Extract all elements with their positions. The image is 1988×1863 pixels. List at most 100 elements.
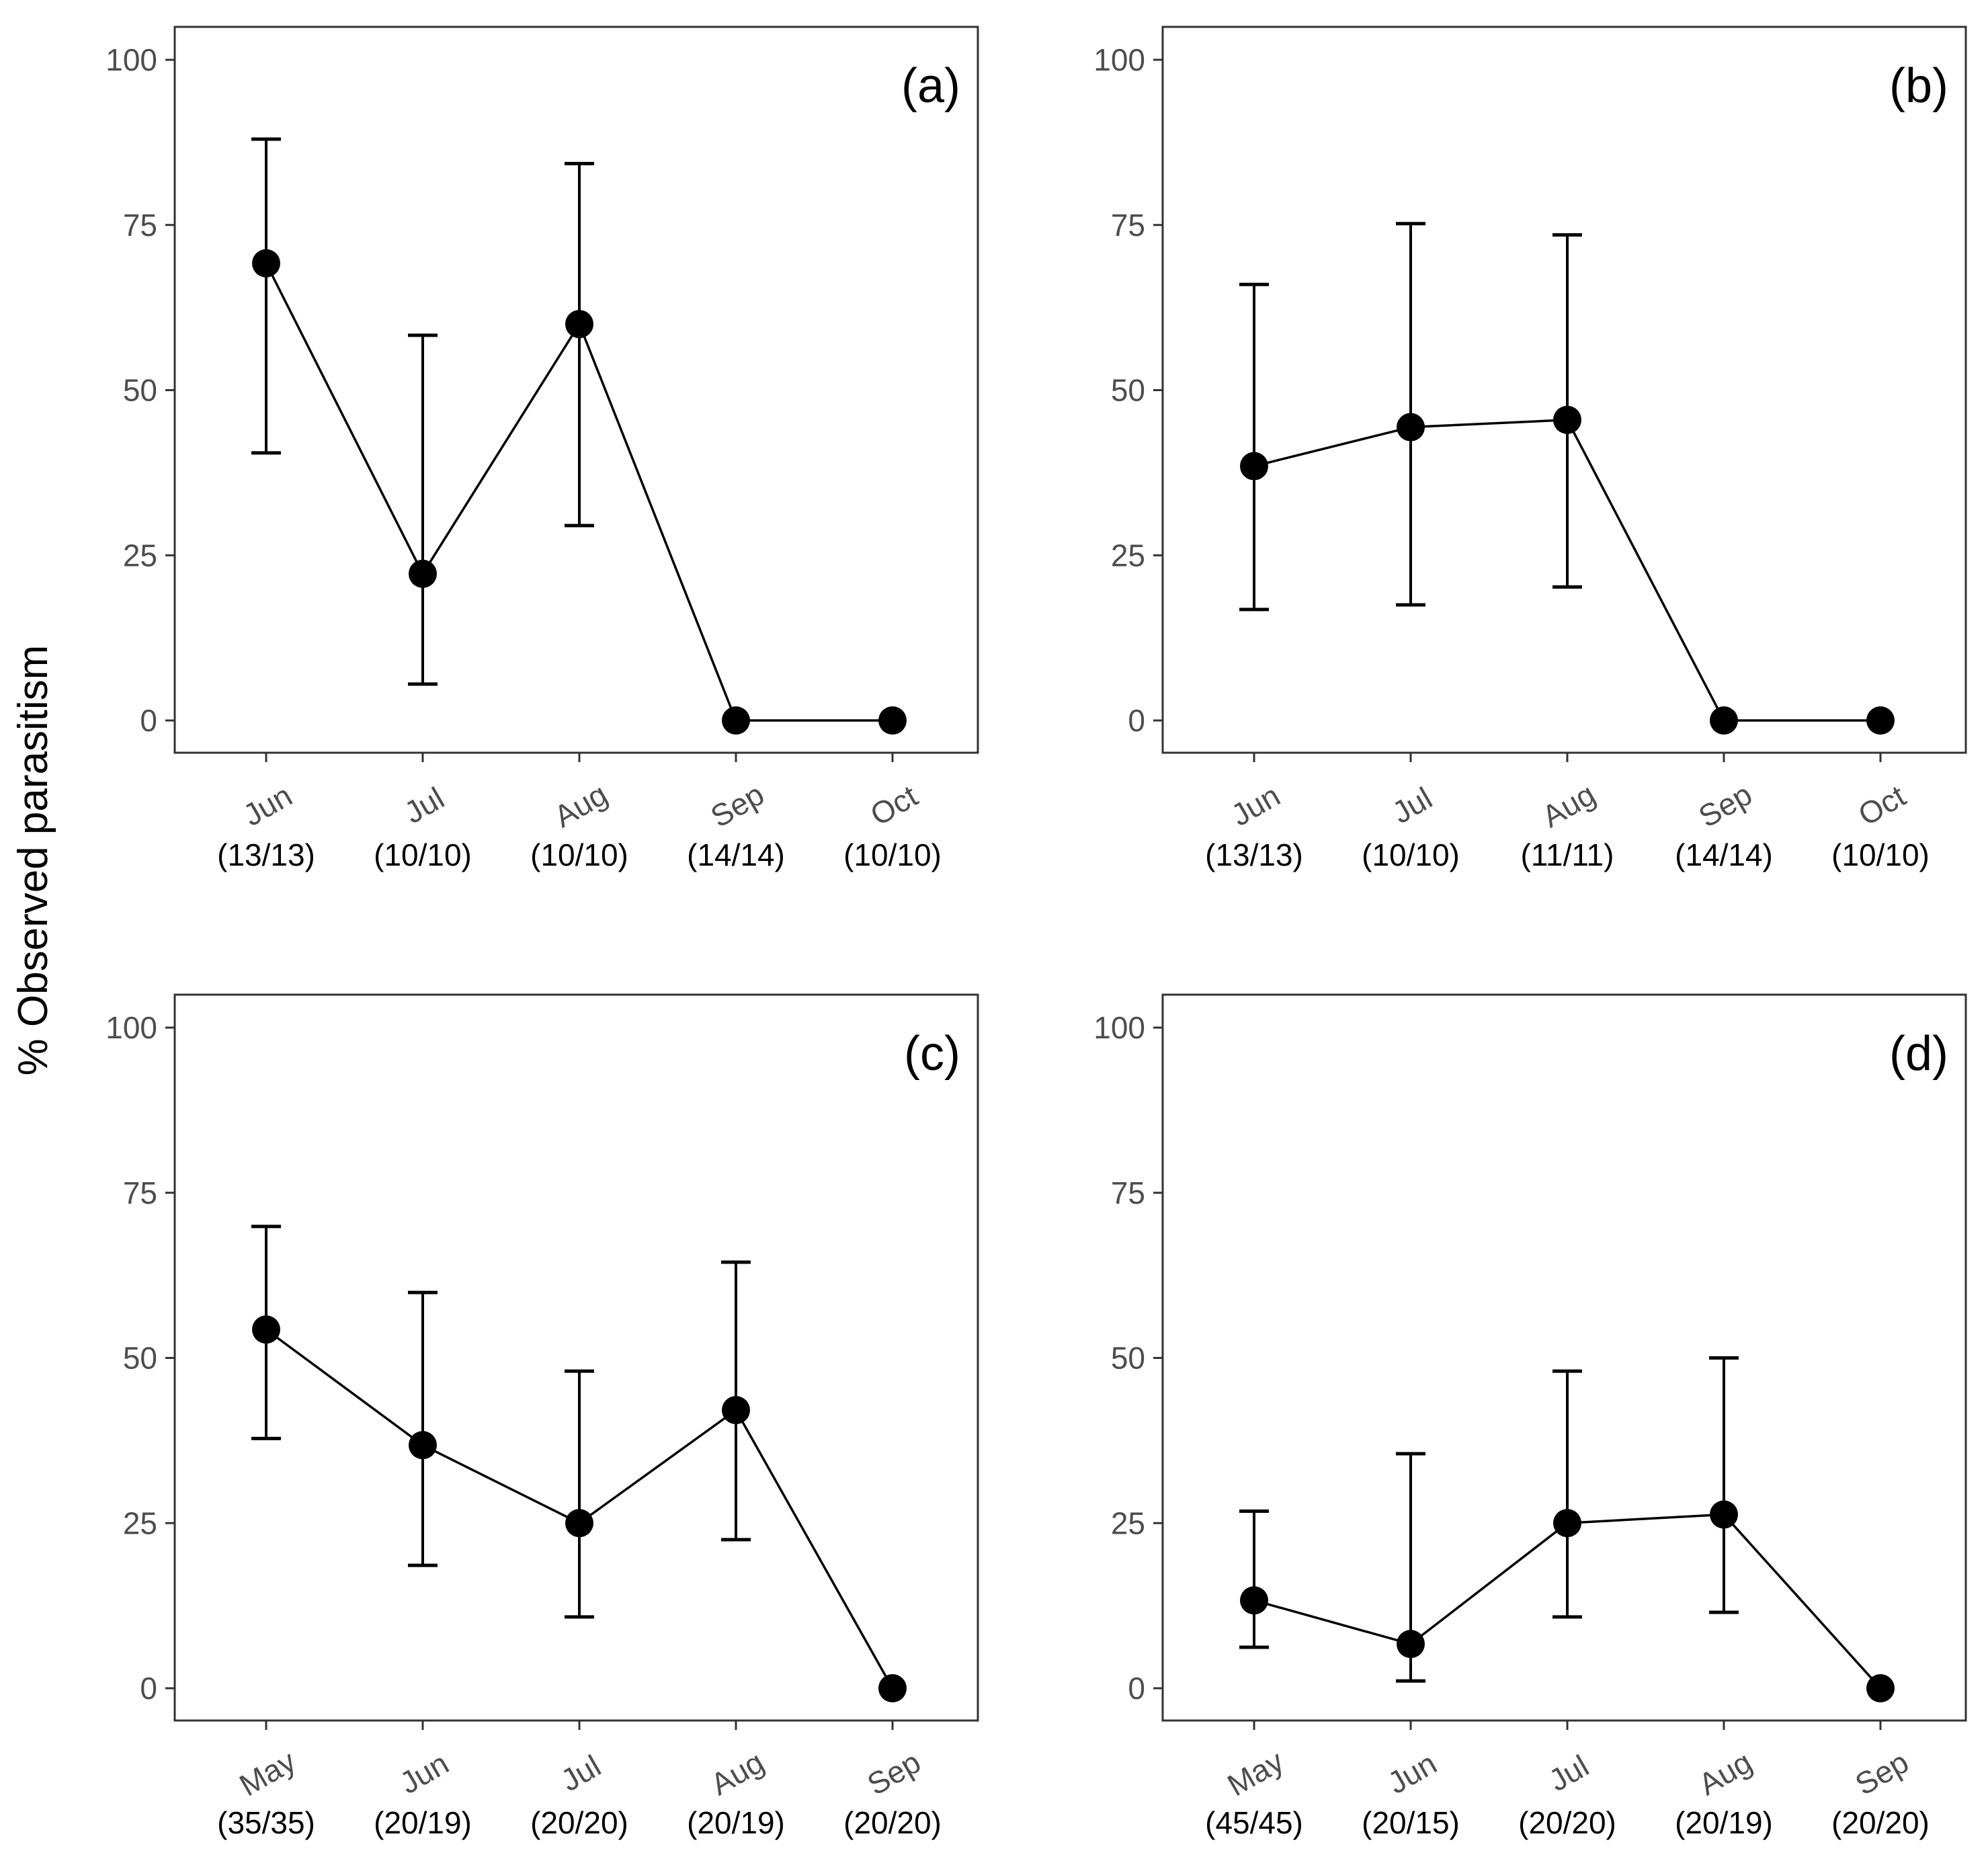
data-point <box>409 1431 437 1460</box>
x-tick-label: Oct <box>1852 778 1911 833</box>
chart-panel: (b) 0 25 50 75 100 Jun (13/13) Jul (10/10) Aug(11/… <box>1093 26 1967 872</box>
error-bar <box>408 1290 438 1567</box>
data-point <box>252 249 280 278</box>
sample-count-label: (10/10) <box>843 837 942 872</box>
sample-count-label: (14/14) <box>1675 837 1773 872</box>
x-tick-label: Sep <box>862 1744 927 1802</box>
panel-label: (b) <box>1889 59 1948 113</box>
data-point <box>565 310 593 339</box>
plot-frame <box>1161 993 1967 1722</box>
panel-label: (d) <box>1889 1027 1948 1081</box>
sample-count-label: (20/20) <box>843 1805 942 1840</box>
sample-count-label: (20/19) <box>374 1805 472 1840</box>
x-tick-label: Aug <box>1693 1744 1758 1802</box>
data-point <box>1397 1630 1425 1659</box>
y-tick-label: 0 <box>1128 703 1145 738</box>
sample-count-label: (20/20) <box>530 1805 628 1840</box>
y-tick-label: 100 <box>1093 1010 1145 1045</box>
x-tick-label: Jul <box>1543 1748 1595 1798</box>
data-point <box>565 1509 593 1538</box>
data-point <box>409 559 437 588</box>
sample-count-label: (20/19) <box>1675 1805 1773 1840</box>
x-tick-label: Aug <box>705 1744 770 1802</box>
sample-count-label: (10/10) <box>1831 837 1930 872</box>
error-bar <box>1552 1369 1582 1619</box>
panel-label: (c) <box>904 1027 960 1081</box>
error-bar <box>565 161 594 528</box>
y-tick-label: 25 <box>1111 538 1145 573</box>
y-tick-label: 50 <box>1111 373 1145 408</box>
data-point <box>1240 452 1268 481</box>
data-point <box>1866 706 1895 735</box>
sample-count-label: (20/19) <box>687 1805 785 1840</box>
plot-frame <box>173 993 979 1722</box>
data-point <box>878 1674 907 1702</box>
error-bar <box>1239 1509 1269 1649</box>
sample-count-label: (10/10) <box>1362 837 1460 872</box>
data-point <box>1240 1586 1268 1615</box>
panel-label: (a) <box>901 59 960 113</box>
y-tick-label: 25 <box>123 538 157 573</box>
x-tick-label: Sep <box>705 776 770 834</box>
sample-count-label: (14/14) <box>687 837 785 872</box>
sample-count-label: (20/20) <box>1518 1805 1616 1840</box>
error-bar <box>1239 282 1269 612</box>
data-point <box>878 706 907 735</box>
x-tick-label: Aug <box>1536 776 1602 834</box>
x-tick-label: Jun <box>1382 1745 1442 1800</box>
y-tick-label: 0 <box>1128 1671 1145 1706</box>
x-tick-label: Sep <box>1693 776 1758 834</box>
data-point <box>252 1315 280 1344</box>
chart-panel: (c) 0 25 50 75 100 May(35/35) Jun (20/19) Jul (20/… <box>106 993 979 1840</box>
y-tick-label: 75 <box>123 1175 157 1210</box>
data-point <box>722 1396 750 1425</box>
x-tick-label: May <box>1221 1743 1289 1803</box>
y-tick-label: 0 <box>140 1671 157 1706</box>
y-tick-label: 25 <box>123 1505 157 1540</box>
y-axis-title: % Observed parasitism <box>10 645 56 1076</box>
error-bar <box>1709 1356 1739 1614</box>
y-tick-label: 100 <box>106 1010 157 1045</box>
error-bar <box>565 1369 594 1619</box>
y-tick-label: 0 <box>140 703 157 738</box>
error-bar <box>251 137 281 455</box>
y-tick-label: 75 <box>1111 208 1145 243</box>
y-tick-label: 75 <box>1111 1175 1145 1210</box>
x-tick-label: May <box>233 1743 301 1803</box>
y-tick-label: 50 <box>123 373 157 408</box>
chart-panel: (d) 0 25 50 75 100 May(45/45) Jun (20/15) Jul (20/… <box>1093 993 1967 1840</box>
sample-count-label: (20/20) <box>1831 1805 1930 1840</box>
data-point <box>1553 1509 1581 1538</box>
sample-count-label: (35/35) <box>217 1805 315 1840</box>
data-point <box>1397 413 1425 442</box>
y-tick-label: 100 <box>1093 42 1145 77</box>
data-point <box>1710 1500 1738 1529</box>
x-tick-label: Jun <box>1225 778 1286 833</box>
chart-panel: (a)0255075100Jun(13/13)Jul(10/10)Aug(10/… <box>106 26 979 872</box>
x-tick-label: Sep <box>1850 1744 1915 1802</box>
y-tick-label: 100 <box>106 42 157 77</box>
data-point <box>1866 1674 1895 1702</box>
y-tick-label: 50 <box>1111 1341 1145 1376</box>
y-tick-label: 50 <box>123 1341 157 1376</box>
x-tick-label: Jul <box>1386 780 1438 830</box>
x-tick-label: Jul <box>399 780 450 830</box>
sample-count-label: (20/15) <box>1362 1805 1460 1840</box>
plot-frame <box>1161 26 1967 754</box>
x-tick-label: Oct <box>864 778 923 833</box>
x-tick-label: Aug <box>548 776 614 834</box>
x-tick-label: Jul <box>555 1748 607 1798</box>
y-tick-label: 75 <box>123 208 157 243</box>
sample-count-label: (13/13) <box>217 837 315 872</box>
sample-count-label: (10/10) <box>374 837 472 872</box>
x-tick-label: Jun <box>394 1745 454 1800</box>
y-tick-label: 25 <box>1111 1505 1145 1540</box>
sample-count-label: (10/10) <box>530 837 628 872</box>
plot-frame <box>173 26 979 754</box>
data-point <box>722 706 750 735</box>
sample-count-label: (45/45) <box>1205 1805 1303 1840</box>
error-bar <box>408 333 438 686</box>
sample-count-label: (11/11) <box>1521 837 1614 872</box>
data-point <box>1710 706 1738 735</box>
